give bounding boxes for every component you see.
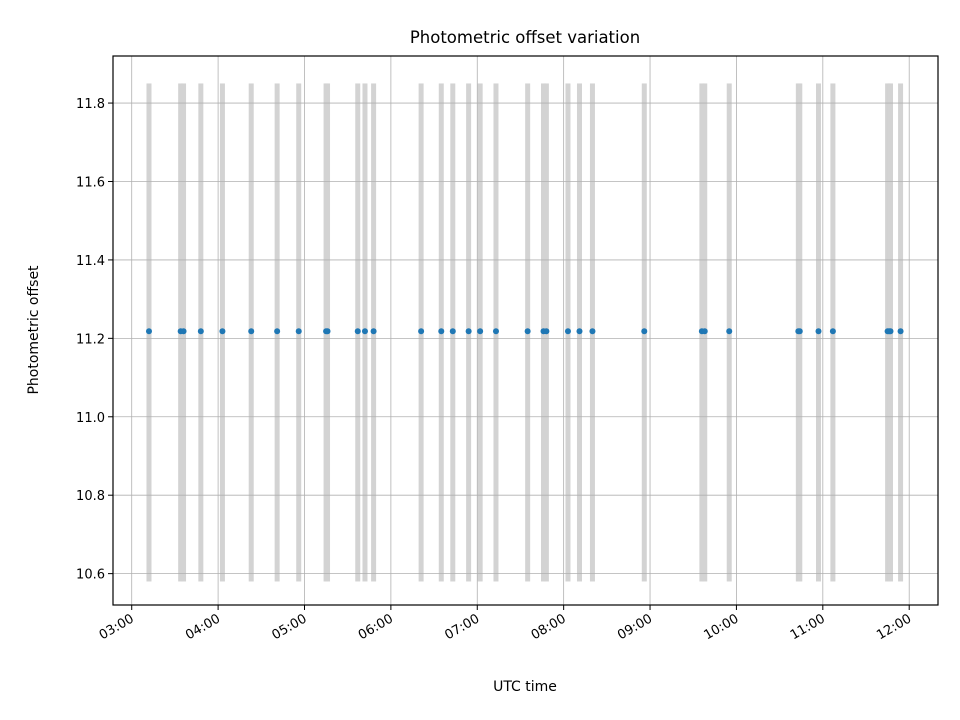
data-point-19 (524, 328, 531, 335)
data-point-31 (815, 328, 822, 335)
data-point-16 (465, 328, 472, 335)
y-axis-ticks: 10.6 10.8 11.0 11.2 11.4 11.6 11.8 (76, 97, 113, 583)
data-point-25 (641, 328, 648, 335)
data-point-11 (361, 328, 368, 335)
data-point-4 (219, 328, 226, 335)
data-point-30 (796, 328, 803, 335)
data-point-14 (438, 328, 445, 335)
data-point-6 (274, 328, 281, 335)
data-point-13 (418, 328, 425, 335)
data-point-5 (248, 328, 255, 335)
data-point-27 (701, 328, 708, 335)
data-point-9 (324, 328, 331, 335)
data-point-18 (492, 328, 499, 335)
data-point-23 (576, 328, 583, 335)
data-point-7 (295, 328, 302, 335)
data-point-22 (564, 328, 571, 335)
data-points (145, 328, 904, 335)
x-axis-label: UTC time (493, 679, 557, 695)
chart-title: Photometric offset variation (410, 28, 640, 47)
y-axis-label: Photometric offset (26, 265, 42, 395)
data-point-28 (726, 328, 733, 335)
data-point-10 (354, 328, 361, 335)
y-tick-label: 11.4 (76, 254, 105, 269)
y-tick-label: 11.6 (76, 175, 105, 190)
data-point-17 (477, 328, 484, 335)
plot-frame (112, 55, 939, 606)
data-point-36 (897, 328, 904, 335)
data-point-21 (543, 328, 550, 335)
y-tick-label: 11.8 (76, 97, 105, 112)
y-tick-label: 11.2 (76, 332, 105, 347)
data-point-15 (449, 328, 456, 335)
data-point-3 (197, 328, 204, 335)
data-point-2 (180, 328, 187, 335)
data-point-32 (829, 328, 836, 335)
y-tick-label: 10.8 (76, 489, 105, 504)
data-point-0 (145, 328, 152, 335)
y-tick-label: 10.6 (76, 568, 105, 583)
data-point-24 (589, 328, 596, 335)
data-point-35 (887, 328, 894, 335)
data-point-12 (370, 328, 377, 335)
y-tick-label: 11.0 (76, 411, 105, 426)
